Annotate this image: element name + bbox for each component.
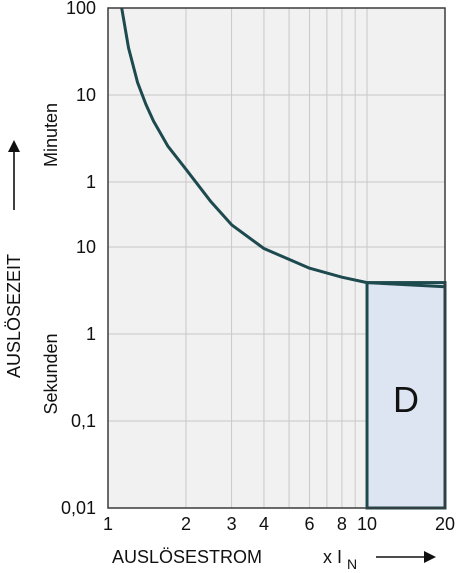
x-tick-label: 1 [103, 514, 113, 534]
x-tick-labels: 1 2 3 4 6 8 10 20 [103, 514, 455, 534]
y-tick-label-seconds: 1 [86, 324, 96, 344]
y-tick-label-seconds: 10 [76, 237, 96, 257]
y-unit-seconds: Sekunden [41, 333, 61, 414]
x-tick-label: 8 [337, 514, 347, 534]
x-axis-title: AUSLÖSESTROM [112, 547, 262, 567]
x-axis-unit-subscript: N [347, 556, 357, 572]
region-d [365, 281, 447, 510]
region-d-label: D [393, 379, 419, 420]
x-tick-label: 20 [435, 514, 455, 534]
trip-curve-line [120, 7, 446, 289]
y-axis-arrow [8, 140, 20, 210]
y-tick-label-minutes: 100 [66, 0, 96, 18]
x-tick-label: 3 [227, 514, 237, 534]
grid-lines [108, 8, 445, 508]
y-tick-label-seconds: 0,01 [61, 498, 96, 518]
y-tick-label-minutes: 1 [86, 172, 96, 192]
y-tick-labels: 100 10 1 10 1 0,1 0,01 [61, 0, 96, 518]
x-tick-label: 4 [259, 514, 269, 534]
y-tick-label-minutes: 10 [76, 85, 96, 105]
x-axis-unit: x I N [323, 547, 357, 572]
y-axis-title: AUSLÖSEZEIT [4, 254, 24, 378]
y-unit-minutes: Minuten [41, 103, 61, 167]
x-axis-unit-text: x I [323, 547, 342, 567]
x-axis-arrow [376, 551, 436, 563]
plot-frame [107, 7, 446, 509]
x-tick-label: 2 [181, 514, 191, 534]
x-tick-label: 6 [305, 514, 315, 534]
x-tick-label: 10 [357, 514, 377, 534]
y-tick-label-seconds: 0,1 [71, 411, 96, 431]
